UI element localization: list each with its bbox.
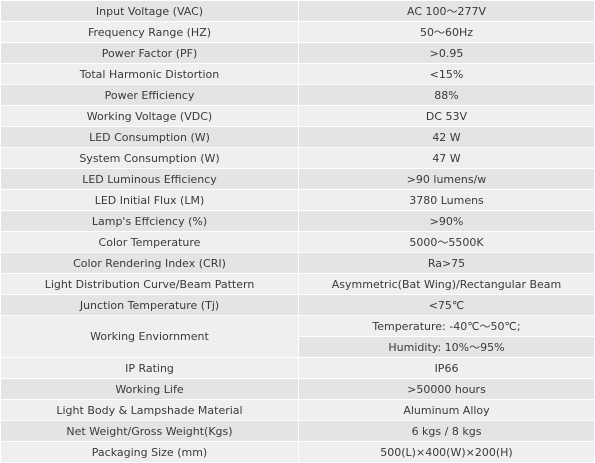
- spec-row: Input Voltage (VAC) AC 100～277V: [0, 0, 595, 22]
- spec-row: Humidity: 10%～95%: [1, 336, 595, 358]
- spec-value: >90 lumens/w: [298, 168, 595, 190]
- spec-row: Power Efficiency 88%: [0, 84, 595, 106]
- spec-value: <15%: [298, 63, 595, 85]
- spec-row: Light Body & Lampshade Material Aluminum …: [0, 399, 595, 421]
- spec-value: Humidity: 10%～95%: [298, 336, 595, 358]
- spec-value: Ra>75: [298, 252, 595, 274]
- spec-value: 88%: [298, 84, 595, 106]
- spec-row: Working Enviornment Temperature: -40℃～50℃…: [0, 315, 595, 358]
- spec-value: Aluminum Alloy: [298, 399, 595, 421]
- spec-row: LED Luminous Efficiency >90 lumens/w: [0, 168, 595, 190]
- spec-row: IP Rating IP66: [0, 357, 595, 379]
- spec-row: LED Consumption (W) 42 W: [0, 126, 595, 148]
- spec-value: >0.95: [298, 42, 595, 64]
- spec-label: Working Voltage (VDC): [0, 105, 299, 127]
- spec-label: Packaging Size (mm): [0, 441, 299, 463]
- spec-label: IP Rating: [0, 357, 299, 379]
- spec-row: Color Rendering Index (CRI) Ra>75: [0, 252, 595, 274]
- spec-label: Junction Temperature (Tj): [0, 294, 299, 316]
- spec-label: Color Rendering Index (CRI): [0, 252, 299, 274]
- spec-row: Working Life >50000 hours: [0, 378, 595, 400]
- spec-value: Temperature: -40℃～50℃;: [298, 315, 595, 337]
- spec-row: Power Factor (PF) >0.95: [0, 42, 595, 64]
- spec-row: Working Voltage (VDC) DC 53V: [0, 105, 595, 127]
- spec-label: LED Consumption (W): [0, 126, 299, 148]
- spec-value: 3780 Lumens: [298, 189, 595, 211]
- spec-label: Working Life: [0, 378, 299, 400]
- spec-label: Frequency Range (HZ): [0, 21, 299, 43]
- spec-row: Junction Temperature (Tj) <75℃: [0, 294, 595, 316]
- spec-row: Light Distribution Curve/Beam Pattern Asy…: [0, 273, 595, 295]
- spec-value: >50000 hours: [298, 378, 595, 400]
- spec-row: Frequency Range (HZ) 50～60Hz: [0, 21, 595, 43]
- spec-label: System Consumption (W): [0, 147, 299, 169]
- spec-row: Net Weight/Gross Weight(Kgs) 6 kgs / 8 kg…: [0, 420, 595, 442]
- spec-label: LED Luminous Efficiency: [0, 168, 299, 190]
- spec-value: 42 W: [298, 126, 595, 148]
- spec-label: Light Body & Lampshade Material: [0, 399, 299, 421]
- spec-row: Total Harmonic Distortion <15%: [0, 63, 595, 85]
- spec-row: Packaging Size (mm) 500(L)×400(W)×200(H): [0, 441, 595, 463]
- spec-label: Total Harmonic Distortion: [0, 63, 299, 85]
- spec-label: Working Enviornment: [0, 315, 299, 358]
- spec-label: Input Voltage (VAC): [0, 0, 299, 22]
- spec-label: Power Efficiency: [0, 84, 299, 106]
- spec-value: Asymmetric(Bat Wing)/Rectangular Beam: [298, 273, 595, 295]
- spec-label: LED Initial Flux (LM): [0, 189, 299, 211]
- spec-row: System Consumption (W) 47 W: [0, 147, 595, 169]
- spec-value: DC 53V: [298, 105, 595, 127]
- spec-label: Light Distribution Curve/Beam Pattern: [0, 273, 299, 295]
- spec-value: 5000～5500K: [298, 231, 595, 253]
- spec-value: 47 W: [298, 147, 595, 169]
- spec-value: <75℃: [298, 294, 595, 316]
- spec-row: Lamp's Effciency (%) >90%: [0, 210, 595, 232]
- spec-value: AC 100～277V: [298, 0, 595, 22]
- spec-label: Net Weight/Gross Weight(Kgs): [0, 420, 299, 442]
- spec-value: 500(L)×400(W)×200(H): [298, 441, 595, 463]
- spec-value: 6 kgs / 8 kgs: [298, 420, 595, 442]
- spec-value: IP66: [298, 357, 595, 379]
- spec-value: 50～60Hz: [298, 21, 595, 43]
- spec-label: Lamp's Effciency (%): [0, 210, 299, 232]
- spec-row: Color Temperature 5000～5500K: [0, 231, 595, 253]
- spec-value: >90%: [298, 210, 595, 232]
- spec-row: LED Initial Flux (LM) 3780 Lumens: [0, 189, 595, 211]
- spec-label: Power Factor (PF): [0, 42, 299, 64]
- spec-label: Color Temperature: [0, 231, 299, 253]
